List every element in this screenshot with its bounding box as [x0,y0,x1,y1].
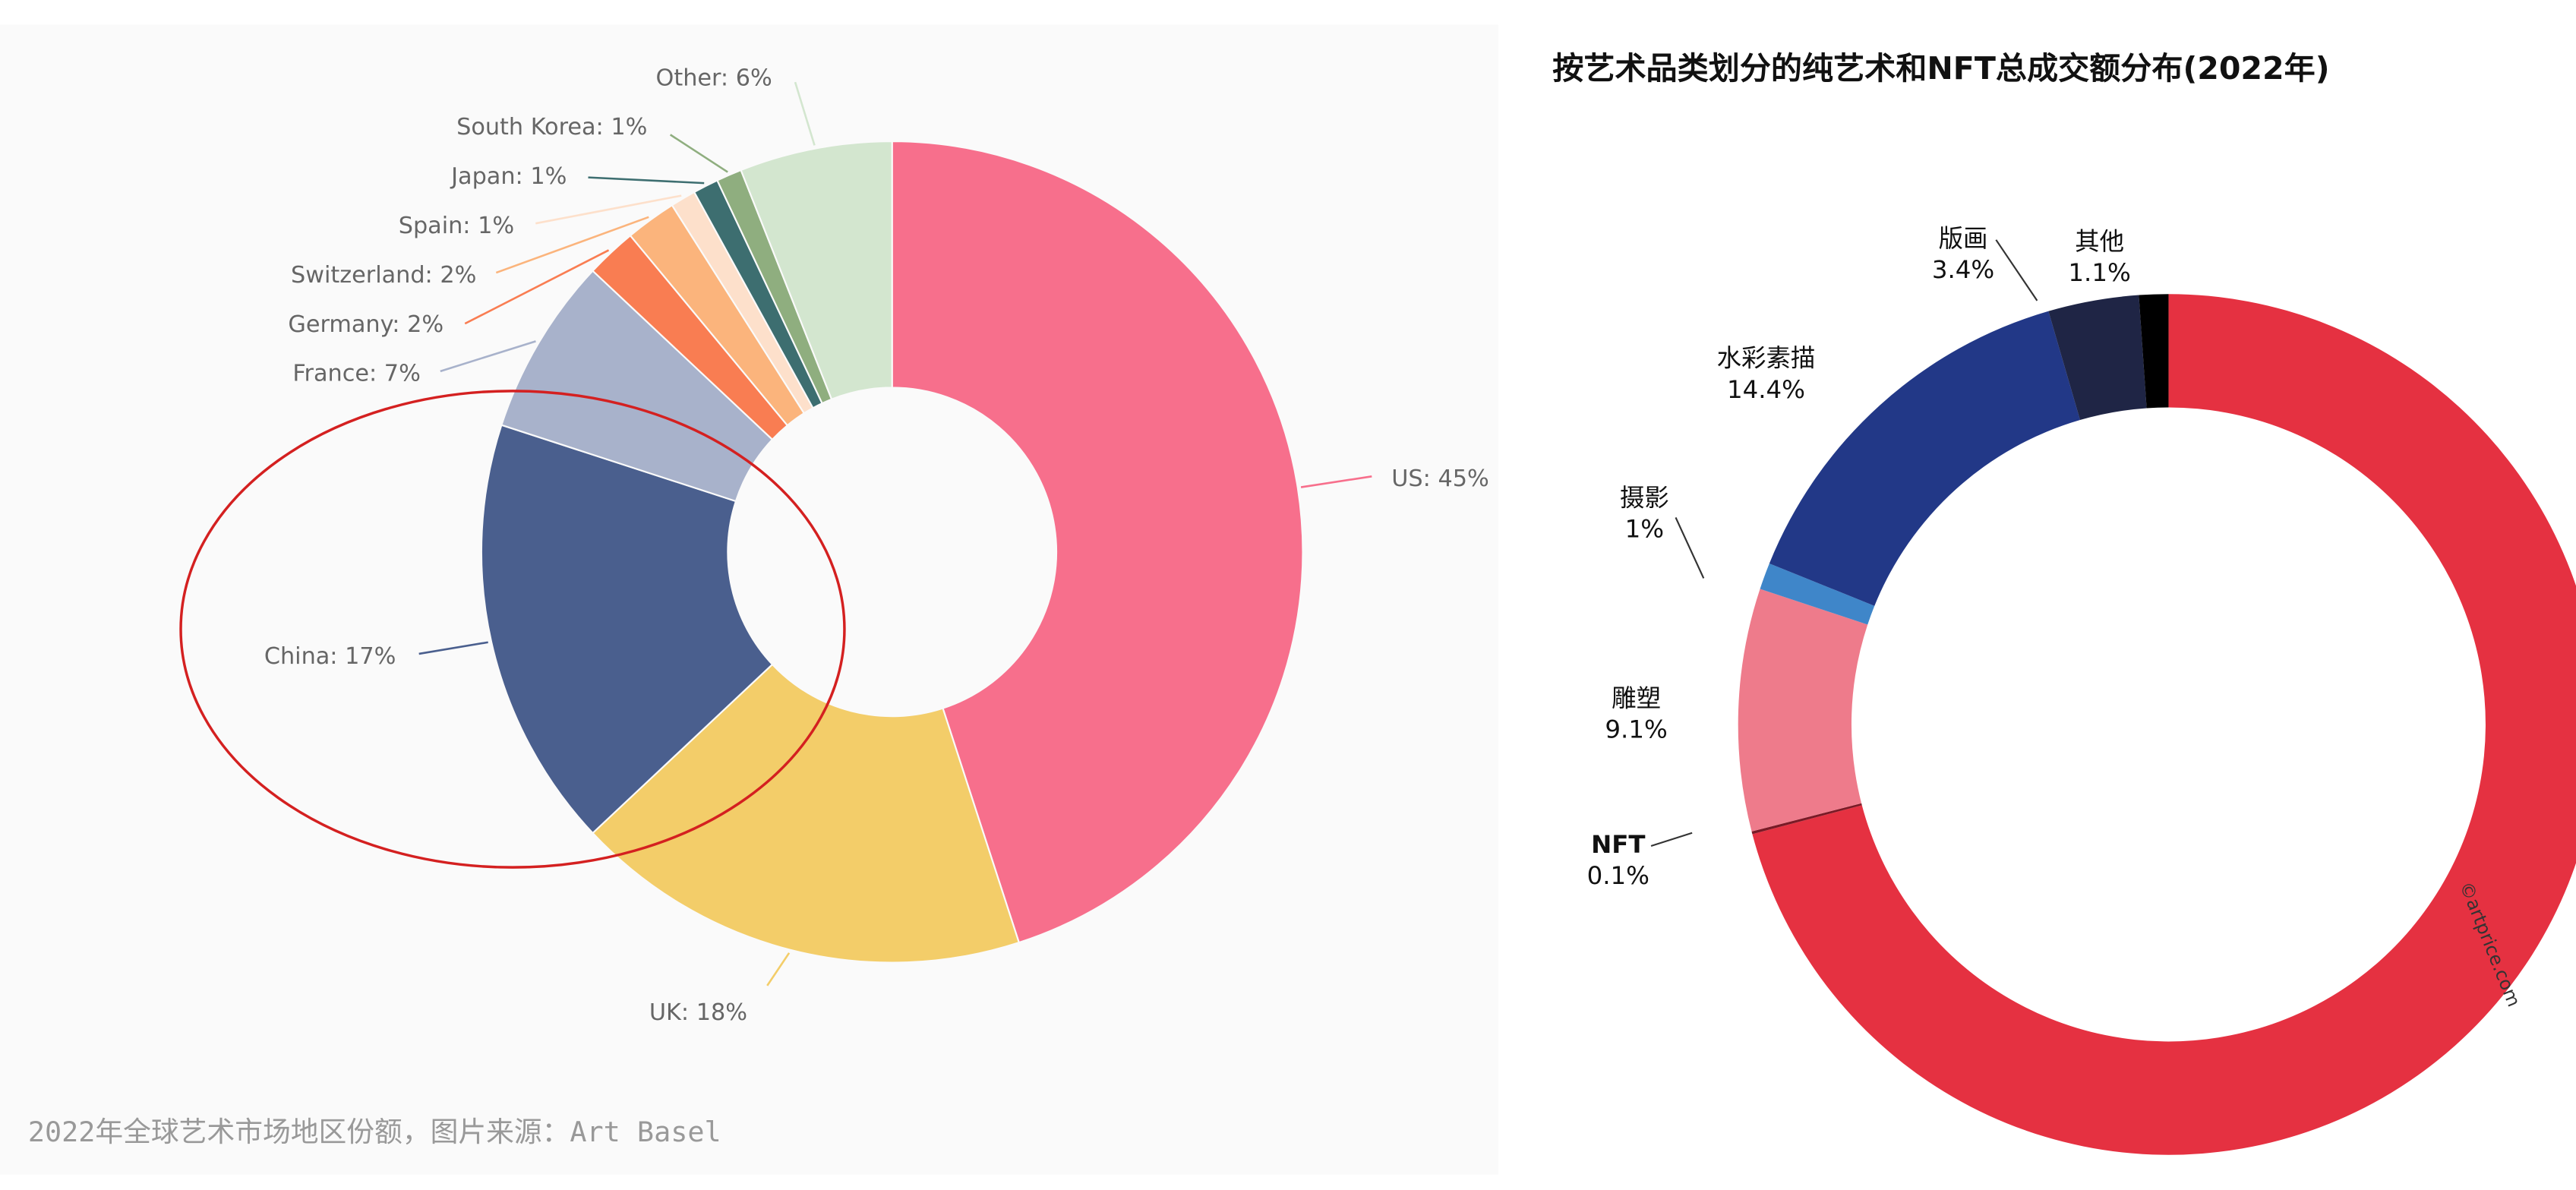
leader-line [495,216,649,274]
leader-line [535,194,682,225]
leader-line [1300,475,1372,488]
data-label: Other: 6% [656,65,772,91]
value-label: 9.1% [1605,715,1667,744]
data-label: UK: 18% [649,999,747,1026]
donut-segment [891,140,1304,944]
data-label: China: 17% [264,643,396,670]
chart-title: 按艺术品类划分的纯艺术和NFT总成交额分布(2022年) [1552,50,2329,87]
highlight-ellipse [179,390,846,869]
value-label: 1% [1625,515,1664,544]
leader-line [766,952,791,986]
category-label: 其他 [2075,227,2124,256]
leader-line [1650,832,1693,848]
leader-line [588,176,705,185]
donut-segment [740,140,893,401]
data-label: US: 45% [1391,466,1488,492]
donut-segment [500,270,774,503]
donut-segment [591,663,1021,964]
leader-line [1675,516,1705,579]
leader-line [464,249,610,325]
data-label: Spain: 1% [399,213,514,239]
data-label: Japan: 1% [450,163,567,190]
value-label: 0.1% [1587,861,1649,890]
donut-segment [1751,803,1862,835]
data-label: South Korea: 1% [456,114,647,140]
donut-segment [2048,295,2147,421]
category-label: 摄影 [1620,484,1669,513]
category-label: 版画 [1939,224,1988,253]
leader-line [794,81,816,146]
left-chart: US: 45% UK: 18% China: 17% France: 7% German… [264,65,1489,1026]
data-label: France: 7% [292,361,420,387]
donut-segment [1738,589,1868,832]
value-label: 1.1% [2068,258,2130,287]
value-label: 3.4% [1932,255,1994,284]
donut-segment [1769,311,2080,606]
donut-segment [2139,294,2169,409]
category-label: 水彩素描 [1717,344,1816,373]
donut-segment [1760,563,1875,625]
leader-line [440,340,536,373]
category-label: 雕塑 [1612,684,1661,713]
data-label: Switzerland: 2% [291,262,476,289]
data-label: Germany: 2% [288,311,444,338]
leader-line [418,641,488,655]
donut-segment [480,424,774,835]
category-label: NFT [1591,830,1645,859]
caption: 2022年全球艺术市场地区份额，图片来源：Art Basel [28,1116,721,1148]
value-label: 14.4% [1727,375,1805,404]
leader-line [1995,239,2038,301]
leader-line [669,134,728,173]
